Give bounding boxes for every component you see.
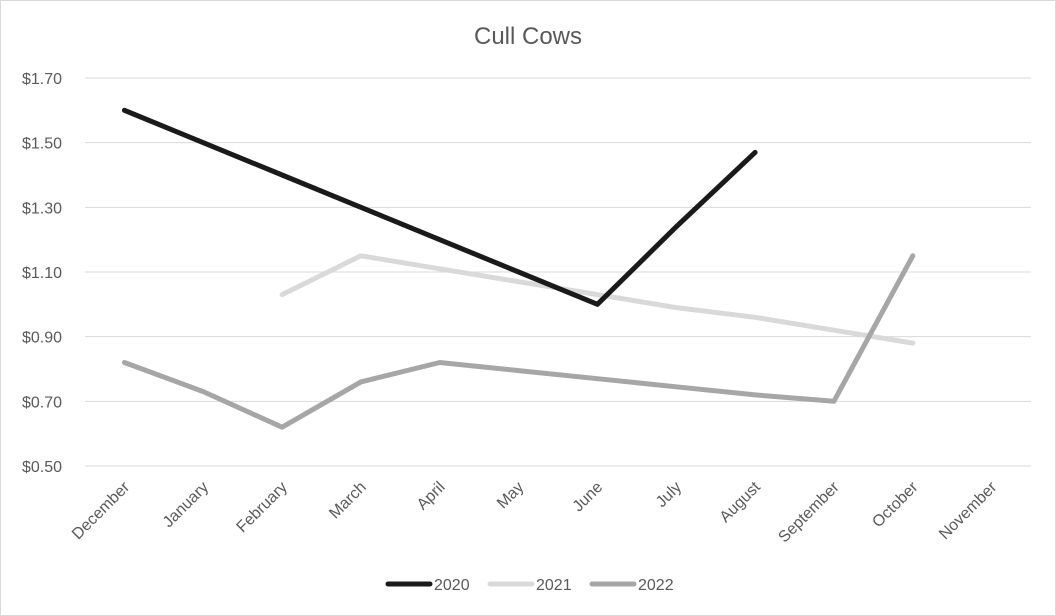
gridlines xyxy=(85,77,1031,467)
x-tick-label: January xyxy=(160,479,212,531)
x-tick-label: February xyxy=(234,479,291,536)
x-tick-label: November xyxy=(936,478,1001,543)
x-tick-label: September xyxy=(775,478,843,546)
legend-item-2021[interactable]: 2021 xyxy=(487,577,572,594)
x-tick-label: June xyxy=(570,479,607,516)
chart-title: Cull Cows xyxy=(474,23,582,50)
y-tick-label: $1.10 xyxy=(22,265,62,282)
series-line-2022 xyxy=(121,253,916,430)
x-tick-label: October xyxy=(869,478,922,531)
x-tick-label: July xyxy=(653,479,685,511)
x-tick-label: May xyxy=(494,479,527,512)
x-tick-label: March xyxy=(326,479,369,522)
y-tick-label: $0.90 xyxy=(22,330,62,347)
x-tick-label: August xyxy=(717,478,765,526)
y-axis-ticks: $0.50 $0.70 $0.90 $1.10 $1.30 $1.50 $1.70 xyxy=(22,71,62,476)
y-tick-label: $0.70 xyxy=(22,394,62,411)
legend-label: 2021 xyxy=(536,577,572,594)
legend-item-2022[interactable]: 2022 xyxy=(589,577,674,594)
series-lines xyxy=(121,107,916,430)
legend[interactable]: 2020 2021 2022 xyxy=(385,577,674,594)
y-tick-label: $1.50 xyxy=(22,136,62,153)
y-tick-label: $0.50 xyxy=(22,459,62,476)
y-tick-label: $1.30 xyxy=(22,200,62,217)
x-tick-label: December xyxy=(69,478,134,543)
y-tick-label: $1.70 xyxy=(22,71,62,88)
x-tick-label: April xyxy=(414,479,449,514)
legend-label: 2022 xyxy=(638,577,674,594)
x-axis-ticks: December January February March April May June… xyxy=(69,478,1001,546)
series-line-2021 xyxy=(279,253,916,346)
series-line-2020 xyxy=(121,107,758,307)
legend-item-2020[interactable]: 2020 xyxy=(385,577,470,594)
legend-label: 2020 xyxy=(434,577,470,594)
